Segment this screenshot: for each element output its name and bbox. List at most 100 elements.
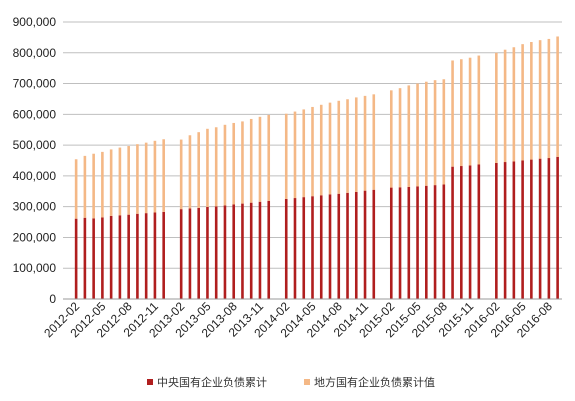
bar-local bbox=[363, 95, 367, 191]
bar-local bbox=[214, 127, 218, 207]
y-tick-label: 900,000 bbox=[13, 15, 57, 29]
bar-central bbox=[416, 186, 419, 299]
bar-local bbox=[144, 142, 148, 214]
bar-local bbox=[346, 99, 349, 193]
y-tick-label: 400,000 bbox=[13, 169, 57, 183]
bar-local bbox=[83, 155, 87, 218]
bar-local bbox=[293, 111, 297, 199]
bar-central bbox=[118, 215, 122, 299]
bar-local bbox=[407, 85, 411, 187]
bar-central bbox=[188, 208, 192, 299]
bar-central bbox=[407, 186, 411, 299]
bar-central bbox=[328, 194, 332, 299]
bar-central bbox=[311, 196, 314, 299]
y-tick-label: 600,000 bbox=[13, 107, 57, 121]
bar-central bbox=[538, 158, 542, 299]
bar-local bbox=[389, 90, 393, 188]
legend: 中央国有企业负债累计 地方国有企业负债累计值 bbox=[147, 375, 435, 389]
bar-local bbox=[451, 60, 454, 167]
bar-local bbox=[521, 44, 524, 161]
bar-local bbox=[92, 153, 95, 219]
bar-central bbox=[258, 201, 262, 299]
bar-central bbox=[293, 198, 297, 299]
bar-central bbox=[372, 189, 376, 299]
bar-local bbox=[477, 55, 481, 165]
legend-label-central: 中央国有企业负债累计 bbox=[157, 375, 267, 389]
bar-central bbox=[162, 211, 165, 299]
bar-central bbox=[468, 165, 472, 299]
bar-central bbox=[556, 156, 559, 299]
bar-central bbox=[547, 158, 551, 299]
bar-central bbox=[354, 191, 358, 299]
bars bbox=[74, 36, 559, 299]
bar-local bbox=[328, 102, 332, 195]
bar-central bbox=[530, 159, 533, 299]
bar-central bbox=[512, 161, 516, 299]
bar-central bbox=[398, 187, 402, 299]
bar-local bbox=[354, 97, 358, 192]
bar-local bbox=[337, 100, 341, 194]
bar-local bbox=[249, 118, 253, 203]
bar-local bbox=[206, 128, 209, 207]
y-axis-tick-labels: 0 100,000 200,000 300,000 400,000 500,000 600,… bbox=[13, 15, 57, 306]
bar-central bbox=[136, 213, 139, 299]
legend-swatch-central bbox=[147, 379, 153, 385]
bar-central bbox=[442, 184, 446, 299]
bar-local bbox=[101, 151, 104, 218]
bar-local bbox=[442, 79, 446, 185]
bar-local bbox=[530, 42, 533, 160]
bar-local bbox=[416, 83, 419, 187]
bar-central bbox=[521, 160, 524, 299]
bar-local bbox=[153, 140, 157, 213]
bar-local bbox=[136, 144, 139, 214]
x-axis-tick-labels: 2012-022012-052012-082012-112013-022013-… bbox=[41, 299, 555, 340]
bar-local bbox=[398, 88, 402, 188]
bar-local bbox=[495, 52, 498, 163]
bar-local bbox=[109, 149, 113, 216]
bar-local bbox=[556, 36, 559, 157]
bar-local bbox=[302, 109, 306, 198]
bar-central bbox=[101, 217, 104, 299]
y-tick-label: 700,000 bbox=[13, 77, 57, 91]
bar-central bbox=[214, 206, 218, 299]
bar-local bbox=[162, 139, 165, 212]
bar-central bbox=[363, 190, 367, 299]
bar-central bbox=[127, 214, 130, 299]
bar-local bbox=[503, 49, 507, 163]
bar-local bbox=[232, 122, 236, 205]
bar-central bbox=[74, 218, 78, 299]
bar-central bbox=[337, 193, 341, 299]
bar-local bbox=[512, 47, 516, 162]
bar-local bbox=[197, 132, 200, 208]
bar-central bbox=[153, 212, 157, 299]
bar-local bbox=[547, 38, 551, 159]
bar-central bbox=[241, 203, 244, 299]
bar-central bbox=[83, 217, 87, 299]
bar-central bbox=[319, 195, 323, 299]
bar-local bbox=[179, 139, 183, 210]
bar-central bbox=[503, 162, 507, 299]
bar-central bbox=[284, 198, 288, 299]
bar-local bbox=[468, 57, 472, 166]
y-tick-label: 200,000 bbox=[13, 230, 57, 244]
y-tick-label: 800,000 bbox=[13, 46, 57, 60]
y-tick-label: 0 bbox=[49, 292, 56, 306]
bar-central bbox=[223, 205, 227, 299]
y-tick-label: 500,000 bbox=[13, 138, 57, 152]
bar-central bbox=[346, 192, 349, 299]
bar-local bbox=[319, 104, 323, 196]
bar-local bbox=[425, 81, 428, 186]
y-tick-label: 100,000 bbox=[13, 261, 57, 275]
bar-local bbox=[267, 114, 271, 201]
legend-swatch-local bbox=[304, 379, 310, 385]
bar-central bbox=[206, 206, 209, 299]
bar-central bbox=[451, 166, 454, 299]
bar-local bbox=[241, 121, 244, 204]
bar-local bbox=[223, 124, 227, 206]
bar-local bbox=[460, 59, 463, 167]
bar-local bbox=[433, 80, 437, 186]
bar-central bbox=[197, 207, 200, 299]
bar-central bbox=[425, 185, 428, 299]
bar-local bbox=[372, 94, 376, 190]
